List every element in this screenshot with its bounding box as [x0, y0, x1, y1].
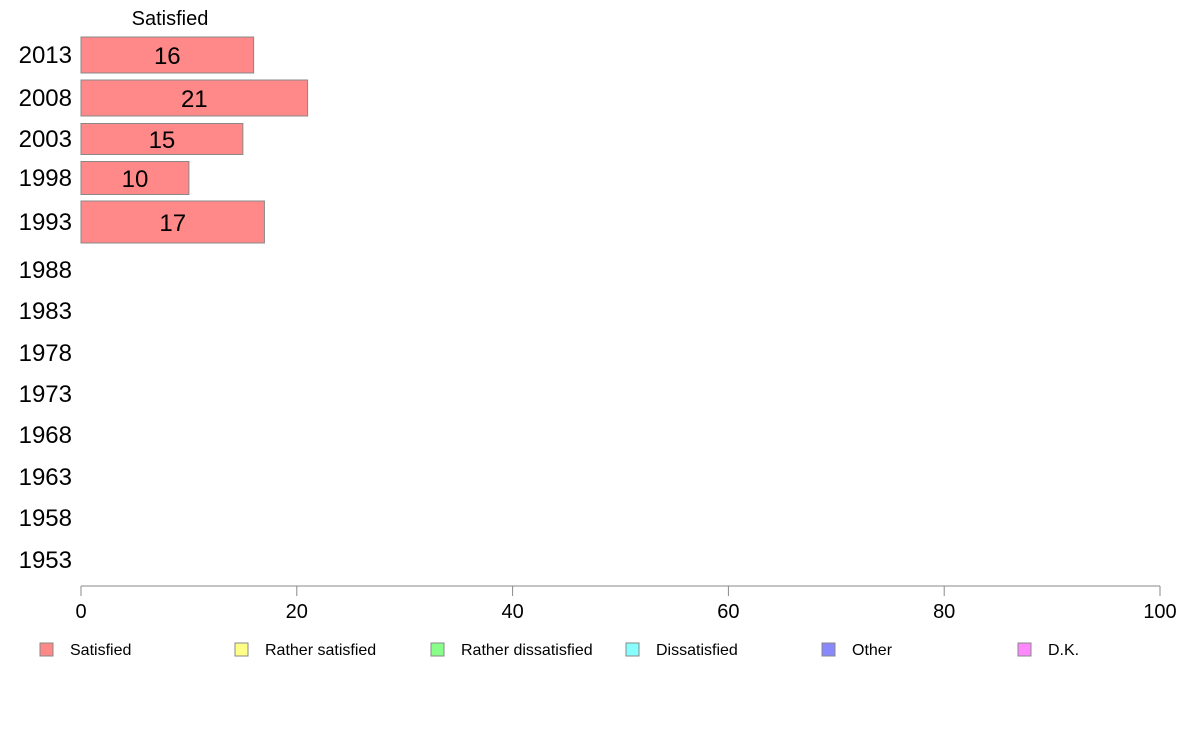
category-label-1983: 1983: [19, 298, 72, 325]
category-label-2003: 2003: [19, 126, 72, 153]
bar-label-1993-series-0: 17: [159, 210, 186, 237]
category-label-1978: 1978: [19, 340, 72, 367]
legend-swatch-2: [430, 642, 445, 657]
legend-label-3: Dissatisfied: [656, 642, 738, 659]
category-label-1998: 1998: [19, 165, 72, 192]
category-label-1973: 1973: [19, 381, 72, 408]
legend-swatch-0: [39, 642, 54, 657]
legend-label-5: D.K.: [1048, 642, 1079, 659]
legend-swatch-4: [821, 642, 836, 657]
category-label-1958: 1958: [19, 505, 72, 532]
legend: Satisfied Rather satisfied Rather dissatis…: [39, 642, 1079, 659]
x-tick-label-20: 20: [286, 601, 308, 623]
x-tick-label-0: 0: [75, 601, 86, 623]
x-tick-label-60: 60: [717, 601, 739, 623]
category-label-1953: 1953: [19, 547, 72, 574]
category-label-1963: 1963: [19, 464, 72, 491]
bar-label-2008-series-0: 21: [181, 86, 208, 113]
legend-swatch-3: [625, 642, 640, 657]
category-label-2013: 2013: [19, 42, 72, 69]
legend-label-0: Satisfied: [70, 642, 131, 659]
bar-1993-series-0: [80, 200, 265, 244]
series-header-label: Satisfied: [132, 8, 209, 30]
bar-label-1998-series-0: 10: [122, 166, 149, 193]
bar-2013-series-0: [80, 36, 255, 74]
bar-2008-series-0: [80, 79, 309, 117]
x-axis: 0 20 40 60 80 100: [75, 585, 1177, 623]
category-labels: 2013 2008 2003 1998 1993 1988 1983 1978 1973 1968…: [19, 42, 72, 574]
category-label-1993: 1993: [19, 209, 72, 236]
bar-label-2003-series-0: 15: [149, 127, 176, 154]
category-label-1968: 1968: [19, 422, 72, 449]
category-label-2008: 2008: [19, 85, 72, 112]
legend-label-4: Other: [852, 642, 893, 659]
bar-1998-series-0: [80, 161, 190, 195]
category-label-1988: 1988: [19, 257, 72, 284]
legend-label-1: Rather satisfied: [265, 642, 376, 659]
x-tick-label-40: 40: [501, 601, 523, 623]
x-tick-label-80: 80: [933, 601, 955, 623]
bar-label-2013-series-0: 16: [154, 43, 181, 70]
legend-swatch-1: [234, 642, 249, 657]
x-tick-label-100: 100: [1143, 601, 1176, 623]
bar-2003-series-0: [80, 123, 244, 155]
legend-swatch-5: [1017, 642, 1032, 657]
legend-label-2: Rather dissatisfied: [461, 642, 593, 659]
